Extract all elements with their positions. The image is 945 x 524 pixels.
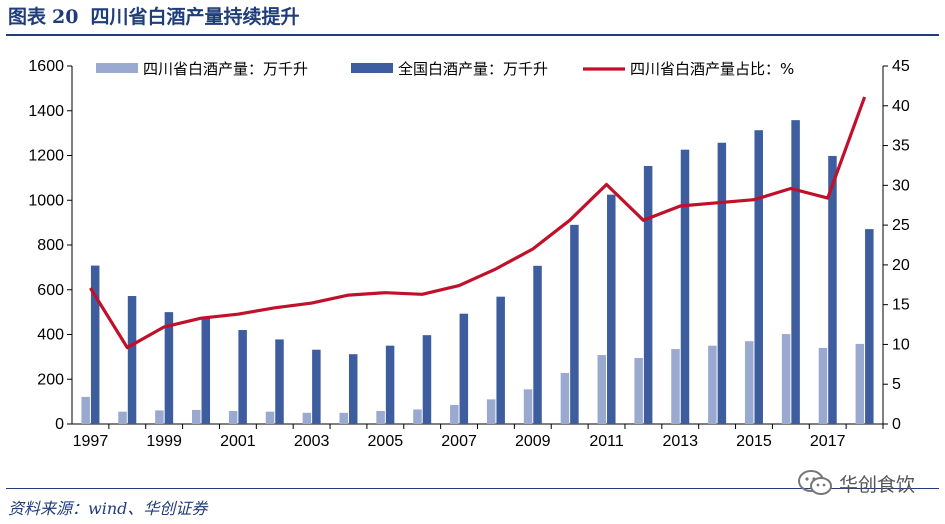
left-axis-tick-label: 800 xyxy=(37,237,64,254)
bar-national xyxy=(459,313,469,424)
bar-national xyxy=(201,317,211,424)
bar-national xyxy=(865,229,874,424)
bar-national xyxy=(348,354,358,424)
bar-sichuan xyxy=(302,412,312,424)
bar-national xyxy=(754,130,763,424)
x-axis-tick-label: 1997 xyxy=(73,433,109,450)
legend-label-national: 全国白酒产量：万千升 xyxy=(398,60,548,78)
bar-national xyxy=(312,349,321,424)
chart: 0 200 400 600 800 1000 1200 1400 1600 0 5 10 15 20 25 3… xyxy=(28,58,910,450)
right-axis-tick-label: 25 xyxy=(892,217,910,234)
bar-national xyxy=(422,335,432,424)
legend-swatch-sichuan xyxy=(96,63,138,73)
figure-header: 图表 20 四川省白酒产量持续提升 xyxy=(8,2,299,32)
bar-national xyxy=(238,330,247,424)
line-share-series xyxy=(89,96,867,350)
bar-sichuan xyxy=(634,357,643,424)
bar-sichuan xyxy=(155,410,164,424)
x-axis-tick-label: 2015 xyxy=(736,433,772,450)
bar-sichuan xyxy=(81,396,90,424)
right-axis-tick-label: 5 xyxy=(892,376,901,393)
bar-national xyxy=(607,194,616,424)
x-axis-tick-label: 2005 xyxy=(368,433,404,450)
legend-swatch-national xyxy=(351,63,393,73)
bar-sichuan xyxy=(265,411,275,424)
legend-label-sichuan: 四川省白酒产量：万千升 xyxy=(143,60,308,78)
bar-sichuan xyxy=(486,399,496,424)
bar-sichuan xyxy=(192,409,201,424)
watermark-text: 华创食饮 xyxy=(838,473,915,496)
x-axis-tick-label: 2007 xyxy=(441,433,477,450)
x-axis-tick-label: 2009 xyxy=(515,433,551,450)
bar-sichuan xyxy=(597,355,607,424)
bar-national xyxy=(533,265,542,424)
x-axis-tick-label: 2003 xyxy=(294,433,330,450)
bar-sichuan xyxy=(118,411,127,424)
left-axis-tick-label: 600 xyxy=(37,282,64,299)
bar-sichuan xyxy=(671,349,680,424)
bar-national xyxy=(385,345,395,424)
bar-sichuan xyxy=(413,409,422,424)
left-axis-tick-label: 1200 xyxy=(28,148,64,165)
right-axis-tick-label: 10 xyxy=(892,336,910,353)
bar-sichuan xyxy=(708,345,717,424)
right-axis-tick-label: 20 xyxy=(892,257,910,274)
bar-sichuan xyxy=(744,341,754,424)
left-axis-tick-label: 0 xyxy=(55,416,64,433)
bar-sichuan xyxy=(855,343,865,424)
header-rule xyxy=(6,34,939,36)
bar-national xyxy=(496,296,505,424)
bar-sichuan xyxy=(376,411,385,424)
bar-national xyxy=(127,296,137,424)
left-axis-tick-label: 1600 xyxy=(28,58,64,75)
bar-national xyxy=(90,265,100,424)
bar-national xyxy=(570,224,579,424)
left-axis-tick-label: 1000 xyxy=(28,192,64,209)
figure-prefix: 图表 xyxy=(8,6,47,28)
watermark: 华创食饮 xyxy=(797,468,915,498)
x-axis-tick-label: 1999 xyxy=(146,433,182,450)
bar-sichuan xyxy=(523,389,533,424)
left-axis-tick-label: 1400 xyxy=(28,103,64,120)
bar-sichuan xyxy=(560,372,570,424)
bar-national xyxy=(717,142,727,424)
left-axis-tick-label: 200 xyxy=(37,371,64,388)
wechat-icon xyxy=(797,470,832,495)
left-axis-tick-label: 400 xyxy=(37,327,64,344)
x-axis-tick-label: 2001 xyxy=(220,433,256,450)
bar-sichuan xyxy=(228,411,238,424)
x-axis-tick-label: 2013 xyxy=(662,433,698,450)
bar-national xyxy=(680,149,690,424)
bar-national xyxy=(791,120,800,425)
bar-national xyxy=(275,339,284,424)
bar-national xyxy=(643,166,653,425)
figure-title: 四川省白酒产量持续提升 xyxy=(90,6,300,28)
legend-label-share: 四川省白酒产量占比：% xyxy=(630,60,794,78)
right-axis-tick-label: 15 xyxy=(892,297,910,314)
right-axis-tick-label: 30 xyxy=(892,177,910,194)
bar-sichuan xyxy=(339,412,348,424)
source-note: 资料来源：wind、华创证券 xyxy=(8,499,208,518)
x-axis-tick-label: 2017 xyxy=(810,433,846,450)
x-axis-tick-label: 2011 xyxy=(589,433,624,450)
footer-rule xyxy=(6,488,939,489)
bar-sichuan xyxy=(450,404,459,424)
right-axis-tick-label: 35 xyxy=(892,138,910,155)
right-axis-tick-label: 40 xyxy=(892,98,910,115)
bar-national xyxy=(828,155,837,424)
bar-national xyxy=(164,312,174,424)
bar-sichuan xyxy=(781,334,791,424)
bar-sichuan xyxy=(818,347,828,424)
right-axis-tick-label: 0 xyxy=(892,416,901,433)
figure-number: 20 xyxy=(52,6,79,28)
right-axis-tick-label: 45 xyxy=(892,58,910,75)
